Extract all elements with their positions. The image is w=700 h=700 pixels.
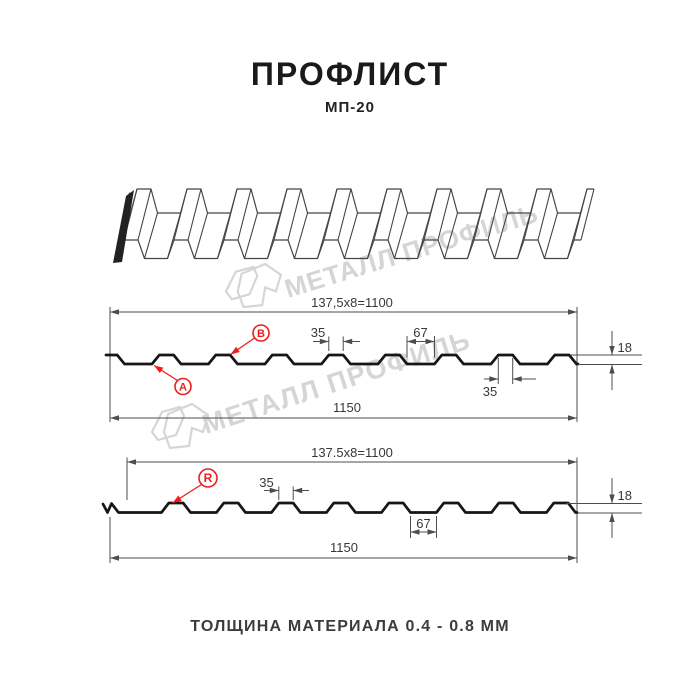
page-title: ПРОФЛИСТ [250,56,450,92]
product-code: МП-20 [325,99,375,116]
dim-modulation-bottom: 137.5x8=1100 [311,445,393,460]
marker-a-letter: A [179,382,187,394]
dim-modulation-top: 137,5x8=1100 [311,295,393,310]
sheet-3d-view [113,188,595,263]
marker-a: A [174,377,192,396]
dim-height-top: 18 [618,340,632,355]
thickness-note: ТОЛЩИНА МАТЕРИАЛА 0.4 - 0.8 ММ [190,618,510,635]
dim-crest-top: 35 [311,325,325,340]
marker-b: B [252,324,270,342]
metall-profil-logo-watermark [224,262,283,309]
profile-outline-top [104,353,580,366]
marker-b-letter: B [257,328,265,340]
dim-valley-r: 67 [416,516,430,531]
profile-outline-bottom [101,501,579,514]
marker-r: R [198,468,218,488]
dim-valley-top: 67 [413,325,427,340]
dim-crest-bottom: 35 [483,384,497,399]
marker-r-letter: R [204,471,213,485]
dim-overall-top: 1150 [333,400,361,415]
dim-crest-r: 35 [259,475,273,490]
profile-top-section: 137,5x8=1100 35 67 35 18 1150 A B [104,295,642,422]
dim-height-bottom: 18 [618,488,632,503]
metall-profil-logo-watermark [150,402,210,450]
dim-overall-bottom: 1150 [330,540,358,555]
profile-bottom-section: 137.5x8=1100 35 67 18 1150 R [101,445,642,563]
